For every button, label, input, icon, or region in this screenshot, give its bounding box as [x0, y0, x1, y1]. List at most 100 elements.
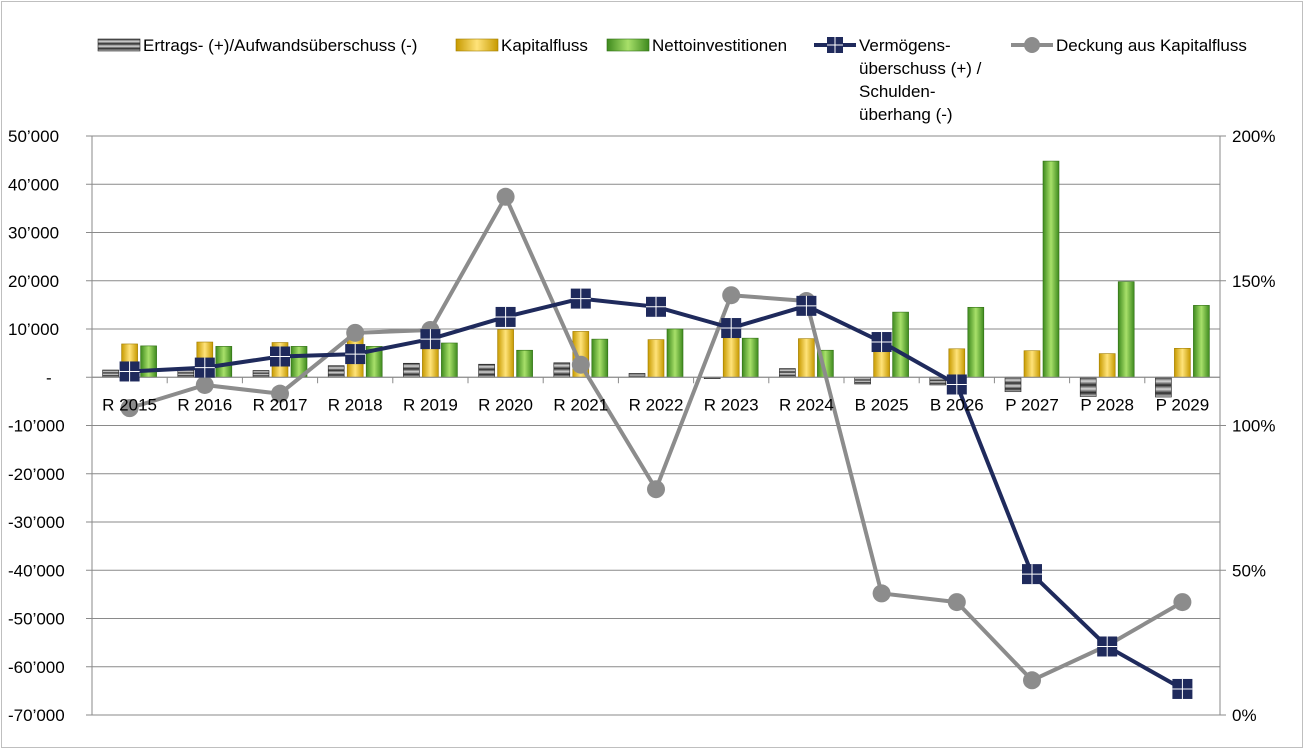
- legend: Ertrags- (+)/Aufwandsüberschuss (-) Kapit…: [97, 36, 1247, 124]
- y-right-tick-label: 100%: [1232, 417, 1275, 436]
- y-axis-tick-labels: 50’000 40’000 30’000 20’000 10’000 - -10’000 -2…: [8, 127, 1275, 725]
- x-tick-label: R 2024: [779, 395, 834, 414]
- bar-kapitalfluss: [647, 339, 665, 378]
- legend-label: Nettoinvestitionen: [652, 36, 787, 55]
- x-tick-label: R 2021: [553, 395, 608, 414]
- marker-deckung: [496, 187, 515, 206]
- y-left-tick-label: 30’000: [8, 224, 59, 243]
- bar-nettoinvestitionen: [1042, 160, 1060, 378]
- legend-vermoegen: Vermögens-überschuss (+) / Schulden-überh…: [814, 36, 982, 124]
- x-tick-label: R 2017: [253, 395, 308, 414]
- x-tick-label: R 2018: [328, 395, 383, 414]
- legend-marker-circle: [1024, 37, 1040, 53]
- y-left-tick-label: 50’000: [8, 127, 59, 146]
- bar-ertrag: [403, 362, 420, 378]
- bar-nettoinvestitionen: [741, 337, 759, 378]
- legend-kapitalfluss: Kapitalfluss: [455, 36, 588, 55]
- y-left-tick-label: 20’000: [8, 272, 59, 291]
- marker-deckung: [722, 286, 741, 305]
- bar-kapitalfluss: [798, 338, 815, 378]
- y-left-tick-label: -30’000: [8, 513, 65, 532]
- marker-deckung: [346, 323, 365, 342]
- x-tick-label: R 2019: [403, 395, 458, 414]
- marker-vermoegen: [420, 329, 441, 350]
- marker-vermoegen: [1097, 636, 1118, 657]
- x-axis-tick-labels: R 2015 R 2016 R 2017 R 2018 R 2019 R 2020 R 20…: [102, 395, 1209, 414]
- x-tick-label: R 2020: [478, 395, 533, 414]
- marker-vermoegen: [796, 295, 817, 316]
- legend-label: Schulden-: [859, 82, 936, 101]
- y-left-tick-label: 40’000: [8, 175, 59, 194]
- axes: [86, 135, 1226, 716]
- bar-nettoinvestitionen: [1193, 305, 1210, 378]
- y-left-tick-label: -60’000: [8, 658, 65, 677]
- legend-swatch: [606, 38, 650, 52]
- bar-kapitalfluss: [497, 329, 514, 378]
- x-tick-label: R 2015: [102, 395, 157, 414]
- marker-vermoegen: [721, 318, 742, 339]
- bar-ertrag: [327, 365, 345, 378]
- marker-vermoegen: [119, 361, 140, 382]
- bar-nettoinvestitionen: [441, 342, 458, 378]
- legend-label: überschuss (+) /: [859, 59, 982, 78]
- bar-ertrag: [478, 363, 495, 378]
- y-right-tick-label: 150%: [1232, 272, 1275, 291]
- bar-kapitalfluss: [1174, 347, 1191, 378]
- bar-nettoinvestitionen: [516, 349, 533, 378]
- y-left-tick-label: -10’000: [8, 417, 65, 436]
- marker-deckung: [271, 384, 289, 403]
- bar-kapitalfluss: [1023, 350, 1041, 378]
- x-tick-label: R 2022: [629, 395, 684, 414]
- marker-deckung: [195, 375, 214, 394]
- bar-ertrag: [1004, 376, 1022, 393]
- bar-ertrag: [628, 373, 646, 378]
- x-tick-label: P 2027: [1005, 395, 1059, 414]
- legend-label: Kapitalfluss: [501, 36, 588, 55]
- x-tick-label: R 2023: [704, 395, 759, 414]
- bar-ertrag: [1079, 376, 1097, 397]
- marker-deckung: [947, 593, 966, 612]
- y-left-tick-label: -: [46, 368, 52, 387]
- marker-vermoegen: [1172, 678, 1193, 699]
- bar-nettoinvestitionen: [1117, 281, 1135, 378]
- y-right-tick-label: 200%: [1232, 127, 1275, 146]
- marker-deckung: [1023, 671, 1041, 690]
- marker-vermoegen: [495, 306, 516, 327]
- marker-deckung: [872, 584, 891, 603]
- marker-vermoegen: [1022, 564, 1042, 585]
- marker-vermoegen: [270, 346, 290, 367]
- marker-deckung: [647, 480, 665, 499]
- y-right-tick-label: 50%: [1232, 561, 1266, 580]
- marker-vermoegen: [946, 374, 967, 395]
- bar-nettoinvestitionen: [591, 338, 609, 378]
- marker-vermoegen: [570, 288, 591, 309]
- legend-label: Deckung aus Kapitalfluss: [1056, 36, 1247, 55]
- legend-label: Ertrags- (+)/Aufwandsüberschuss (-): [143, 36, 417, 55]
- marker-vermoegen: [194, 357, 215, 378]
- marker-deckung: [120, 399, 139, 418]
- bar-ertrag: [1155, 376, 1172, 398]
- y-left-tick-label: -50’000: [8, 610, 65, 629]
- x-tick-label: P 2028: [1080, 395, 1134, 414]
- marker-deckung: [1173, 593, 1192, 612]
- bar-ertrag: [854, 376, 871, 385]
- bar-ertrag: [553, 362, 571, 378]
- legend-swatch: [455, 38, 499, 52]
- legend-deckung: Deckung aus Kapitalfluss: [1011, 36, 1247, 55]
- marker-vermoegen: [345, 344, 366, 365]
- y-left-tick-label: -40’000: [8, 561, 65, 580]
- marker-vermoegen: [646, 296, 666, 317]
- bar-kapitalfluss: [948, 348, 966, 378]
- legend-swatch: [97, 38, 141, 52]
- bar-ertrag: [177, 369, 195, 378]
- x-tick-label: B 2025: [855, 395, 909, 414]
- legend-label: Vermögens-: [859, 36, 951, 55]
- legend-label: überhang (-): [859, 105, 953, 124]
- bar-ertrag: [252, 370, 270, 378]
- legend-nettoinvestitionen: Nettoinvestitionen: [606, 36, 787, 55]
- x-tick-label: B 2026: [930, 395, 984, 414]
- y-right-tick-label: 0%: [1232, 706, 1257, 725]
- x-tick-label: R 2016: [177, 395, 232, 414]
